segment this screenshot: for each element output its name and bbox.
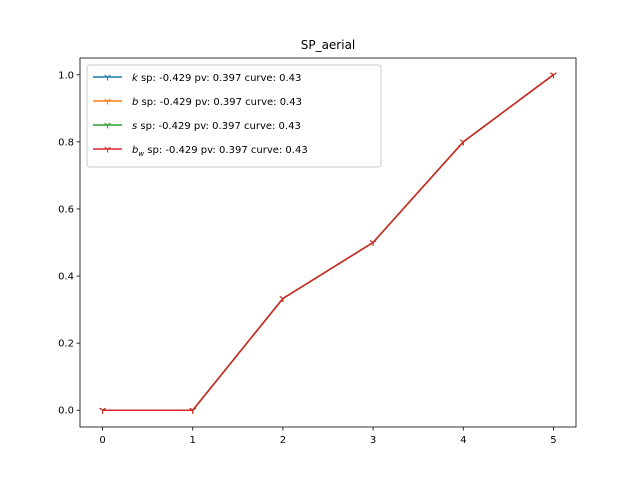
y-tick-label: 0.0	[58, 406, 74, 417]
legend-stats: sp: -0.429 pv: 0.397 curve: 0.43	[138, 97, 302, 108]
legend-marker	[104, 146, 111, 153]
series-line	[102, 74, 554, 411]
plot-frame	[79, 57, 577, 428]
series-4	[99, 72, 557, 414]
data-point	[279, 296, 287, 303]
legend-stats: sp: -0.429 pv: 0.397 curve: 0.43	[138, 73, 302, 84]
y-tick-label: 0.4	[58, 272, 74, 283]
x-tick-label: 3	[370, 435, 376, 446]
legend-entry: bw sp: -0.429 pv: 0.397 curve: 0.43	[93, 145, 308, 158]
x-tick-label: 5	[550, 435, 556, 446]
legend-symbol: b	[132, 145, 138, 156]
x-tick-label: 4	[460, 435, 466, 446]
y-tick-label: 0.6	[58, 204, 74, 215]
x-tick-label: 0	[99, 435, 105, 446]
legend-subscript: w	[138, 150, 144, 158]
legend-label: s sp: -0.429 pv: 0.397 curve: 0.43	[132, 121, 301, 132]
legend-entry: s sp: -0.429 pv: 0.397 curve: 0.43	[93, 121, 301, 132]
data-point	[189, 407, 197, 414]
legend-symbol: k	[132, 73, 139, 84]
legend-symbol: s	[132, 121, 137, 132]
x-axis-ticks: 0 1 2 3 4 5	[99, 427, 557, 446]
y-tick-label: 1.0	[58, 70, 74, 81]
x-tick-label: 2	[280, 435, 286, 446]
legend-symbol: b	[132, 97, 138, 108]
legend-stats: sp: -0.429 pv: 0.397 curve: 0.43	[144, 145, 308, 156]
legend-marker	[104, 74, 111, 81]
legend-marker	[104, 98, 111, 105]
y-axis-ticks: 0.0 0.2 0.4 0.6 0.8 1.0	[58, 70, 80, 417]
y-tick-label: 0.2	[58, 339, 74, 350]
data-point	[99, 407, 106, 414]
data-point	[550, 72, 557, 79]
legend-label: k sp: -0.429 pv: 0.397 curve: 0.43	[132, 73, 301, 84]
legend-label: b sp: -0.429 pv: 0.397 curve: 0.43	[132, 97, 302, 108]
y-tick-label: 0.8	[58, 137, 74, 148]
legend-entry: b sp: -0.429 pv: 0.397 curve: 0.43	[93, 97, 302, 108]
series-group	[99, 72, 557, 414]
x-tick-label: 1	[190, 435, 196, 446]
chart-title: SP_aerial	[301, 38, 356, 52]
data-point	[369, 240, 377, 246]
legend-label: bw sp: -0.429 pv: 0.397 curve: 0.43	[132, 145, 308, 158]
legend-entry: k sp: -0.429 pv: 0.397 curve: 0.43	[93, 73, 301, 84]
legend-stats: sp: -0.429 pv: 0.397 curve: 0.43	[137, 121, 301, 132]
data-point	[459, 139, 467, 146]
legend-box	[86, 64, 382, 168]
legend: k sp: -0.429 pv: 0.397 curve: 0.43b sp: …	[86, 64, 382, 168]
legend-marker	[104, 122, 111, 129]
